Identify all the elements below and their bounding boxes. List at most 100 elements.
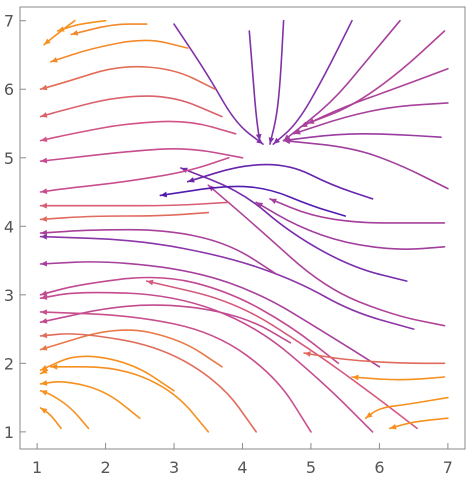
x-tick-label: 3 [169, 458, 179, 477]
streamline-arrowhead [40, 318, 48, 324]
streamline-arrowhead [40, 202, 47, 209]
streamline-arrowhead [273, 137, 281, 145]
streamline-arrowhead [255, 133, 262, 141]
streamline-arrowhead [187, 177, 195, 183]
y-tick-label: 6 [4, 80, 14, 99]
streamline-arrowhead [160, 191, 168, 198]
streamline [50, 366, 210, 433]
streamline [39, 291, 374, 433]
streamline-arrowhead [352, 374, 359, 381]
streamline-arrowhead [40, 290, 48, 296]
streamline-arrowhead [40, 233, 48, 240]
y-axis: 1 2 3 4 5 6 7 [4, 12, 26, 442]
streamline [70, 23, 148, 36]
x-tick-label: 5 [306, 458, 316, 477]
streamline-arrowhead [40, 188, 48, 194]
streamline [388, 417, 449, 430]
streamline [39, 211, 210, 221]
streamline [39, 228, 278, 276]
streamline-arrowhead [71, 30, 79, 36]
streamline-arrowhead [40, 229, 48, 236]
streamline [173, 23, 264, 145]
streamline [207, 184, 446, 327]
streamline-arrowhead [40, 332, 48, 339]
y-tick-label: 5 [4, 149, 14, 168]
streamline [269, 19, 285, 145]
streamline-arrowhead [304, 351, 311, 357]
y-tick-label: 1 [4, 423, 14, 442]
streamline-arrowhead [40, 216, 48, 222]
streamline [306, 30, 446, 125]
streamline-arrowhead [389, 423, 397, 430]
streamline [50, 39, 189, 63]
streamline [39, 157, 230, 193]
x-tick-label: 7 [443, 458, 453, 477]
streamline-arrowhead [180, 167, 188, 174]
streamline [180, 167, 408, 282]
streamline-arrowhead [365, 412, 373, 419]
streamline-arrowhead [40, 368, 48, 374]
streamline-arrowhead [40, 345, 48, 351]
streamline [39, 390, 90, 430]
y-tick-label: 7 [4, 12, 14, 31]
streamline [145, 280, 418, 430]
streamline-arrowhead [256, 137, 264, 145]
streamline [272, 19, 353, 145]
streamline-arrowhead [40, 407, 48, 414]
streamline [39, 120, 237, 142]
streamline-arrowhead [50, 57, 58, 63]
streamline [39, 201, 230, 207]
x-tick-label: 1 [32, 458, 42, 477]
x-tick-label: 6 [374, 458, 384, 477]
x-axis: 1 2 3 4 5 6 7 [32, 443, 453, 477]
streamline-arrowhead [40, 364, 48, 371]
streamline [255, 201, 446, 250]
streamline [39, 311, 312, 433]
streamline [282, 139, 449, 190]
streamline [282, 19, 401, 142]
streamline-arrowhead [269, 198, 277, 204]
streamline-arrowhead [283, 134, 291, 141]
streamline-arrowhead [293, 129, 301, 135]
streamline [39, 95, 223, 118]
streamline [39, 235, 415, 330]
streamline [293, 102, 449, 135]
streamline [39, 147, 244, 162]
streamline [351, 376, 446, 381]
y-tick-label: 2 [4, 354, 14, 373]
x-tick-label: 2 [100, 458, 110, 477]
streamline [39, 276, 340, 365]
streamline [159, 185, 346, 217]
streamline [303, 352, 446, 365]
streamline-arrowhead [40, 260, 48, 267]
streamline [43, 19, 76, 46]
streamline [39, 261, 381, 368]
y-tick-label: 4 [4, 217, 14, 236]
streamline [56, 19, 107, 32]
streamline-arrowhead [268, 137, 275, 145]
streamline [282, 133, 442, 142]
streamline [39, 329, 223, 368]
streamlines-layer [39, 19, 449, 433]
streamline [248, 30, 261, 142]
streamline-arrowhead [256, 202, 264, 208]
streamline [39, 333, 257, 433]
streamline-arrowhead [50, 363, 58, 370]
streamline-arrowhead [43, 38, 51, 45]
streamline [364, 396, 449, 419]
streamline-arrowhead [283, 138, 291, 145]
streamline-arrowhead [146, 279, 154, 286]
streamline [39, 355, 175, 392]
streamline-arrowhead [40, 294, 48, 300]
x-tick-label: 4 [237, 458, 247, 477]
streamline [186, 163, 374, 200]
y-tick-label: 3 [4, 286, 14, 305]
streamline-arrowhead [40, 136, 48, 143]
streamline-arrowhead [40, 309, 48, 316]
streamline-arrowhead [40, 84, 48, 91]
streamline-arrowhead [40, 112, 48, 118]
streamline [299, 67, 449, 128]
streamline-arrowhead [40, 380, 48, 386]
streamline [39, 380, 141, 419]
